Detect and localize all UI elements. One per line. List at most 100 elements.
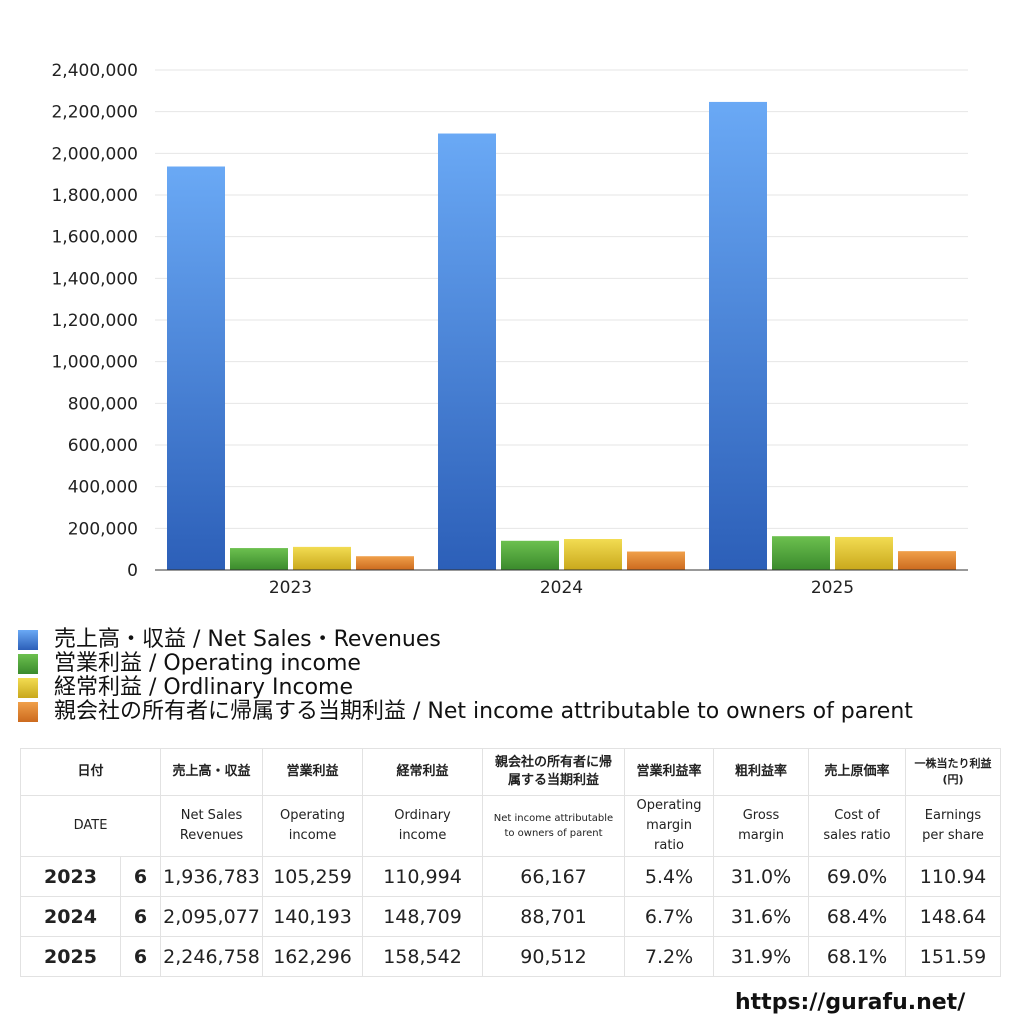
y-tick-label: 600,000 xyxy=(68,436,138,456)
row-month: 6 xyxy=(119,856,162,897)
row-op-margin: 5.4% xyxy=(624,856,715,897)
y-tick-label: 2,000,000 xyxy=(51,144,138,164)
header-net-income-en: Net income attributable to owners of par… xyxy=(482,795,626,857)
x-axis-ticks: 2023 2024 2025 xyxy=(269,578,854,598)
row-ordinary: 158,542 xyxy=(362,936,484,977)
header-cost-ratio-ja: 売上原価率 xyxy=(808,748,907,796)
x-tick-label: 2025 xyxy=(811,578,854,598)
y-tick-label: 1,200,000 xyxy=(51,311,138,331)
header-sales-en: Net Sales Revenues xyxy=(160,795,264,857)
bar xyxy=(898,551,956,570)
legend-label: 親会社の所有者に帰属する当期利益 / Net income attributab… xyxy=(54,699,913,724)
legend-label: 経常利益 / Ordlinary Income xyxy=(54,675,353,700)
legend-label: 売上高・収益 / Net Sales・Revenues xyxy=(54,627,441,652)
row-sales: 1,936,783 xyxy=(160,856,264,897)
x-tick-label: 2023 xyxy=(269,578,312,598)
table-row: 2025 6 2,246,758 162,296 158,542 90,512 … xyxy=(20,936,1002,977)
y-axis-ticks: 0 200,000 400,000 600,000 800,000 1,000,000 1,… xyxy=(51,61,138,581)
bar xyxy=(438,133,496,570)
legend-item-ordinary-income: 経常利益 / Ordlinary Income xyxy=(18,676,913,700)
header-date-ja: 日付 xyxy=(19,748,162,796)
header-ordinary-en: Ordinary income xyxy=(362,795,484,857)
header-op-margin-ja: 営業利益率 xyxy=(624,748,715,796)
header-gross-margin-en: Gross margin xyxy=(713,795,810,857)
row-operating: 162,296 xyxy=(262,936,364,977)
row-cost-ratio: 69.0% xyxy=(808,856,907,897)
bar xyxy=(501,540,559,570)
header-eps-ja: 一株当たり利益(円) xyxy=(905,748,1002,796)
gridlines xyxy=(155,69,968,529)
header-date-en: DATE xyxy=(19,795,162,857)
x-tick-label: 2024 xyxy=(540,578,583,598)
bar xyxy=(772,536,830,570)
legend-item-net-sales: 売上高・収益 / Net Sales・Revenues xyxy=(18,628,913,652)
table-row: 2023 6 1,936,783 105,259 110,994 66,167 … xyxy=(20,856,1002,897)
y-tick-label: 2,400,000 xyxy=(51,61,138,81)
y-tick-label: 200,000 xyxy=(68,519,138,539)
bar xyxy=(293,546,351,570)
table-row: 2024 6 2,095,077 140,193 148,709 88,701 … xyxy=(20,896,1002,937)
y-tick-label: 1,600,000 xyxy=(51,228,138,248)
legend-item-net-income: 親会社の所有者に帰属する当期利益 / Net income attributab… xyxy=(18,700,913,724)
row-eps: 110.94 xyxy=(905,856,1002,897)
row-sales: 2,246,758 xyxy=(160,936,264,977)
table-header-ja: 日付 売上高・収益 営業利益 経常利益 親会社の所有者に帰属する当期利益 営業利… xyxy=(19,748,1002,796)
table-header-en: DATE Net Sales Revenues Operating income… xyxy=(19,795,1002,857)
y-tick-label: 1,800,000 xyxy=(51,186,138,206)
row-year: 2025 xyxy=(20,936,121,977)
y-tick-label: 0 xyxy=(127,561,138,581)
row-op-margin: 6.7% xyxy=(624,896,715,937)
bar xyxy=(564,539,622,570)
header-operating-en: Operating income xyxy=(262,795,364,857)
row-operating: 105,259 xyxy=(262,856,364,897)
row-month: 6 xyxy=(119,896,162,937)
site-url[interactable]: https://gurafu.net/ xyxy=(735,990,966,1015)
bar xyxy=(167,166,225,570)
row-op-margin: 7.2% xyxy=(624,936,715,977)
row-eps: 148.64 xyxy=(905,896,1002,937)
legend-swatch xyxy=(18,654,38,674)
header-operating-ja: 営業利益 xyxy=(262,748,364,796)
row-net-income: 90,512 xyxy=(482,936,626,977)
y-tick-label: 1,000,000 xyxy=(51,353,138,373)
bar xyxy=(709,101,767,570)
row-ordinary: 148,709 xyxy=(362,896,484,937)
header-sales-ja: 売上高・収益 xyxy=(160,748,264,796)
row-gross-margin: 31.6% xyxy=(713,896,810,937)
header-net-income-ja: 親会社の所有者に帰属する当期利益 xyxy=(482,748,626,796)
legend-swatch xyxy=(18,678,38,698)
bar xyxy=(627,551,685,570)
header-cost-ratio-en: Cost of sales ratio xyxy=(808,795,907,857)
row-year: 2023 xyxy=(20,856,121,897)
row-year: 2024 xyxy=(20,896,121,937)
row-sales: 2,095,077 xyxy=(160,896,264,937)
bar xyxy=(356,556,414,570)
row-month: 6 xyxy=(119,936,162,977)
row-net-income: 66,167 xyxy=(482,856,626,897)
row-cost-ratio: 68.1% xyxy=(808,936,907,977)
row-ordinary: 110,994 xyxy=(362,856,484,897)
row-net-income: 88,701 xyxy=(482,896,626,937)
y-tick-label: 2,200,000 xyxy=(51,103,138,123)
y-tick-label: 400,000 xyxy=(68,478,138,498)
header-gross-margin-ja: 粗利益率 xyxy=(713,748,810,796)
legend-swatch xyxy=(18,702,38,722)
row-eps: 151.59 xyxy=(905,936,1002,977)
header-ordinary-ja: 経常利益 xyxy=(362,748,484,796)
bar xyxy=(230,548,288,570)
financial-table: 日付 売上高・収益 営業利益 経常利益 親会社の所有者に帰属する当期利益 営業利… xyxy=(19,748,1002,977)
y-tick-label: 800,000 xyxy=(68,394,138,414)
bars xyxy=(167,101,956,570)
bar xyxy=(835,536,893,570)
legend: 売上高・収益 / Net Sales・Revenues 営業利益 / Opera… xyxy=(18,628,913,724)
legend-swatch xyxy=(18,630,38,650)
row-gross-margin: 31.0% xyxy=(713,856,810,897)
y-tick-label: 1,400,000 xyxy=(51,269,138,289)
legend-item-operating-income: 営業利益 / Operating income xyxy=(18,652,913,676)
bar-chart: 0 200,000 400,000 600,000 800,000 1,000,000 1,… xyxy=(51,61,968,598)
header-eps-en: Earnings per share xyxy=(905,795,1002,857)
legend-label: 営業利益 / Operating income xyxy=(54,651,361,676)
row-operating: 140,193 xyxy=(262,896,364,937)
row-cost-ratio: 68.4% xyxy=(808,896,907,937)
header-op-margin-en: Operating margin ratio xyxy=(624,795,715,857)
